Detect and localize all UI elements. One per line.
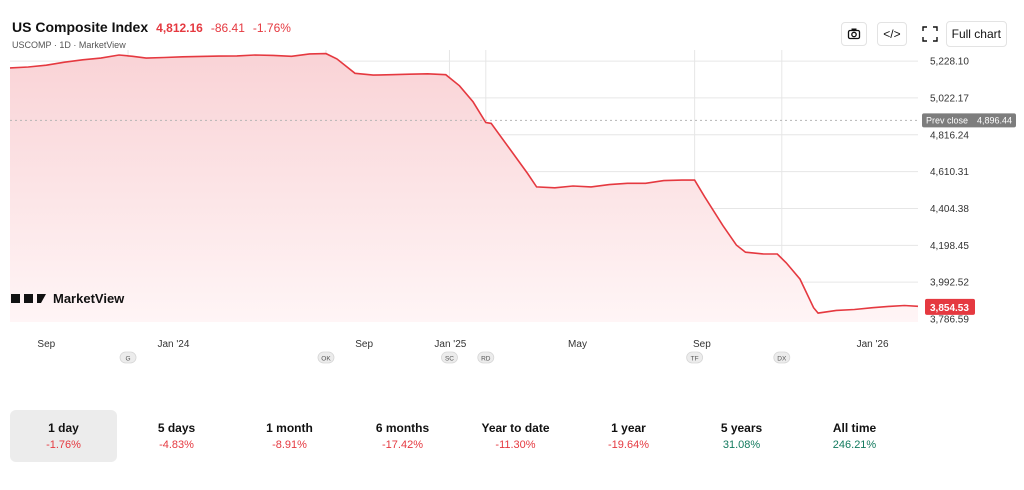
marketview-watermark: MarketView [11,291,125,306]
event-marker-pill [119,351,137,364]
x-tick-label: Sep [355,339,373,350]
y-tick-label: 5,022.17 [930,93,969,104]
period-5-years[interactable]: 5 years 31.08% [688,410,795,462]
event-marker-label: OK [321,356,331,363]
x-tick-label: Sep [693,339,711,350]
x-tick-label: Jan '26 [857,339,889,350]
y-tick-label: 5,228.10 [930,57,969,68]
x-axis: Sep Jan '24 Sep Jan '25 May Sep Jan '26 [37,339,889,350]
event-marker-label: G [126,356,131,363]
price-area [10,53,918,322]
x-tick-label: Jan '25 [434,339,466,350]
chart-header: US Composite Index 4,812.16 -86.41 -1.76… [12,19,291,50]
x-tick-label: Jan '24 [157,339,189,350]
period-label: 1 month [266,421,313,435]
period-change: -19.64% [608,439,649,451]
event-marker-label: TF [691,356,699,363]
period-6-months[interactable]: 6 months -17.42% [349,410,456,462]
y-tick-label: 4,198.45 [930,241,969,252]
event-marker[interactable]: SC [441,351,458,364]
event-marker-pill [477,351,495,364]
prev-close-value: 4,896.44 [977,115,1012,125]
period-all-time[interactable]: All time 246.21% [801,410,908,462]
prev-close-label: Prev close [926,115,968,125]
prev-close-badge: Prev close 4,896.44 [922,113,1016,128]
index-change-percent: -1.76% [252,21,291,35]
event-marker[interactable]: DX [773,351,791,364]
full-chart-label: Full chart [945,21,1007,47]
expand-icon [921,26,938,42]
period-year-to-date[interactable]: Year to date -11.30% [462,410,569,462]
last-price-value: 3,854.53 [930,303,969,314]
y-tick-label: 4,816.24 [930,130,969,141]
period-label: 1 day [48,421,79,435]
y-axis: 5,228.10 5,022.17 4,816.24 4,610.31 4,404.38… [930,57,969,326]
event-marker[interactable]: OK [317,351,335,364]
watermark-text: MarketView [53,291,125,306]
period-label: 1 year [611,421,646,435]
period-change: 246.21% [832,439,877,451]
period-label: 5 years [720,421,763,435]
chart-toolbar: </> Full chart [841,21,1012,47]
index-title: US Composite Index [12,19,149,35]
x-tick-label: May [568,339,587,350]
event-marker-pill [441,351,458,364]
full-chart-button[interactable]: Full chart [916,21,1012,47]
period-change: -4.83% [159,439,194,451]
event-marker-label: DX [777,356,787,363]
index-change: -86.41 [210,21,245,35]
event-marker[interactable]: RD [477,351,495,364]
period-label: Year to date [481,421,550,435]
period-change: -8.91% [272,439,307,451]
price-line [9,52,919,314]
last-price-badge: 3,854.53 [925,298,975,315]
period-1-month[interactable]: 1 month -8.91% [236,410,343,462]
period-5-days[interactable]: 5 days -4.83% [123,410,230,462]
event-marker[interactable]: TF [686,351,704,364]
period-1-day[interactable]: 1 day -1.76% [10,410,117,462]
embed-button[interactable]: </> [877,22,907,46]
period-label: All time [832,421,877,435]
period-1-year[interactable]: 1 year -19.64% [575,410,682,462]
period-change: -1.76% [46,439,81,451]
camera-icon [848,28,861,40]
y-tick-label: 3,992.52 [930,278,969,289]
event-markers: G OK SC RD TF DX [119,351,791,364]
period-label: 6 months [375,421,430,435]
period-change: -17.42% [382,439,423,451]
period-selector: 1 day -1.76% 5 days -4.83% 1 month -8.91… [10,410,1014,462]
period-label: 5 days [157,421,196,435]
event-marker-pill [686,351,704,364]
period-change: 31.08% [722,439,761,451]
event-marker[interactable]: G [119,351,137,364]
x-tick-label: Sep [37,339,55,350]
y-tick-label: 3,786.59 [930,315,969,326]
event-marker-pill [773,351,791,364]
y-tick-label: 4,404.38 [930,204,969,215]
event-marker-pill [317,351,335,364]
screenshot-button[interactable] [841,22,868,46]
event-marker-label: RD [481,356,491,363]
y-tick-label: 4,610.31 [930,167,969,178]
period-change: -11.30% [495,439,536,451]
price-chart[interactable]: 5,228.10 5,022.17 4,816.24 4,610.31 4,404.38… [0,50,1024,370]
index-price: 4,812.16 [156,21,203,35]
index-subtitle: USCOMP · 1D · MarketView [12,40,126,50]
event-marker-label: SC [445,356,454,363]
